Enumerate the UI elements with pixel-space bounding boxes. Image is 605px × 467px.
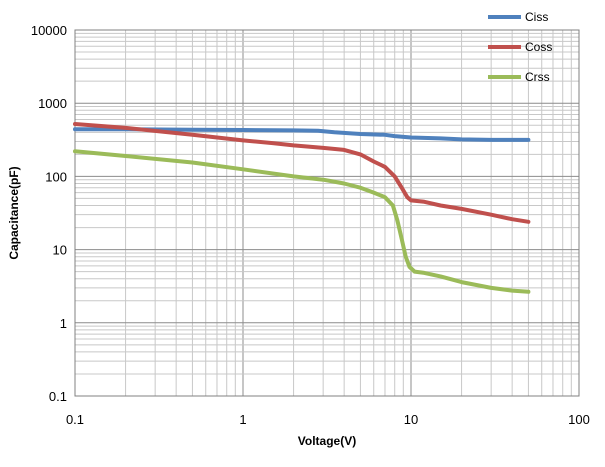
plot-area-border: [74, 29, 580, 397]
y-tick-label: 1: [60, 316, 67, 331]
legend-label-coss: Coss: [525, 40, 552, 54]
grid: [74, 30, 579, 397]
y-tick-label: 10000: [31, 23, 67, 38]
x-tick-label: 100: [568, 412, 590, 427]
legend-label-crss: Crss: [525, 70, 550, 84]
series-line-ciss: [73, 127, 531, 142]
series-line-crss: [73, 149, 531, 294]
y-tick-label: 10: [53, 243, 67, 258]
x-tick-label: 1: [239, 412, 246, 427]
series-lines: [73, 122, 531, 294]
x-tick-label: 0.1: [66, 412, 84, 427]
y-tick-label: 0.1: [49, 389, 67, 404]
legend-label-ciss: Ciss: [525, 10, 548, 24]
y-axis-title: Capacitance(pF): [7, 166, 21, 259]
y-tick-label: 100: [45, 169, 67, 184]
x-tick-label: 10: [404, 412, 418, 427]
y-tick-label: 1000: [38, 96, 67, 111]
series-line-coss: [73, 122, 531, 224]
x-axis-title: Voltage(V): [298, 434, 356, 448]
legend: Ciss Coss Crss: [488, 10, 552, 84]
tick-labels: 0.1 1 10 100 0.1 1 10 100 1000 10000: [31, 23, 590, 427]
